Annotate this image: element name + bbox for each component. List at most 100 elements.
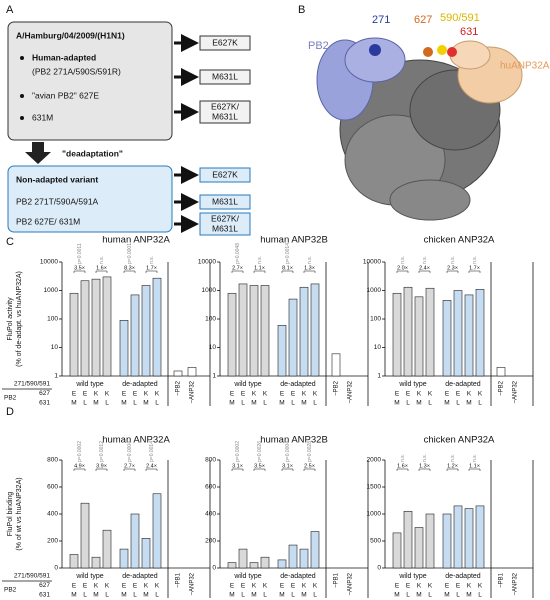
y-axis-label: FluPol binding <box>7 492 14 536</box>
p-value: n.s. <box>422 256 428 264</box>
y-axis-label: FluPol activity <box>7 297 14 341</box>
genotype-627: E <box>241 391 246 398</box>
genotype-631: M <box>279 592 284 599</box>
y-tick-label: 200 <box>47 538 58 545</box>
y-axis-label: (% of wt vs huANP32A) <box>16 477 23 550</box>
bracket <box>468 468 481 471</box>
genotype-627: K <box>263 391 268 398</box>
control-label: −PB1 <box>499 572 505 588</box>
genotype-631: M <box>93 592 98 599</box>
bar <box>442 513 452 569</box>
genotype-631: M <box>121 592 126 599</box>
control-label: −ANP32 <box>513 572 519 595</box>
group-label: wild type <box>75 381 103 388</box>
p-value: p=0.0012 <box>99 441 105 462</box>
fold-change: 1.2× <box>447 463 458 469</box>
panel-a: A A/Hamburg/04/2009/(H1N1) Human-adapted… <box>6 4 251 236</box>
mutant: M631L <box>212 111 238 121</box>
bar <box>80 502 90 569</box>
genotype-627: E <box>406 391 411 398</box>
p-value: n.s. <box>149 256 155 264</box>
bar <box>249 285 259 377</box>
genotype-627: E <box>445 391 450 398</box>
bar <box>227 292 237 377</box>
genotype-627: K <box>144 391 149 398</box>
bar <box>102 276 112 377</box>
bar <box>288 544 298 569</box>
residue-label: 627 <box>414 14 432 26</box>
bracket <box>468 270 481 273</box>
bracket <box>253 468 266 471</box>
bar <box>91 278 101 377</box>
y-tick-label: 0 <box>54 565 58 572</box>
fold-change: 2.7× <box>124 463 135 469</box>
bar <box>260 556 270 569</box>
group-label: de-adapted <box>122 381 158 388</box>
strain: A/Hamburg/04/2009/(H1N1) <box>16 30 125 40</box>
mutant: M631L <box>212 71 238 81</box>
p-value: n.s. <box>472 256 478 264</box>
genotype-631: L <box>456 592 460 599</box>
genotype-627: K <box>467 391 472 398</box>
genotype-627: E <box>83 391 88 398</box>
chart-title: human ANP32B <box>260 435 328 446</box>
genotype-631: M <box>394 592 399 599</box>
genotype-627: E <box>133 391 138 398</box>
bar <box>119 548 129 569</box>
p-value: p=0.0026 <box>257 441 263 462</box>
p-value: p=0.0028 <box>307 441 313 462</box>
genotype-631: M <box>93 400 98 407</box>
genotype-631: M <box>416 592 421 599</box>
y-tick-label: 500 <box>370 538 381 545</box>
genotype-631: M <box>394 400 399 407</box>
bracket <box>231 270 244 273</box>
genotype-627: K <box>144 583 149 590</box>
genotype-631: L <box>478 400 482 407</box>
genotype-row-label: 627 <box>39 582 50 589</box>
genotype-627: E <box>83 583 88 590</box>
genotype-627: K <box>478 583 483 590</box>
bar <box>238 548 248 569</box>
genotype-631: L <box>105 592 109 599</box>
genotype-631: L <box>313 592 317 599</box>
chart-title: human ANP32B <box>260 235 328 246</box>
genotype-row-label: 271/590/591 <box>14 573 51 580</box>
fold-change: 1.7× <box>469 265 480 271</box>
y-tick-label: 600 <box>205 484 216 491</box>
control-label: −PB1 <box>176 572 182 588</box>
bar <box>392 292 402 377</box>
genotype-627: E <box>395 583 400 590</box>
mutant-box <box>199 100 251 124</box>
genotype-631: L <box>291 400 295 407</box>
genotype-627: K <box>417 583 422 590</box>
control-label: −PB2 <box>499 380 505 396</box>
bar <box>442 300 452 377</box>
genotype-631: L <box>155 400 159 407</box>
y-tick-label: 600 <box>47 484 58 491</box>
genotype-631: M <box>71 592 76 599</box>
fold-change: 1.6× <box>96 265 107 271</box>
control-label: −PB1 <box>334 572 340 588</box>
deadaptation: "deadaptation" <box>62 148 123 158</box>
genotype-631: M <box>229 592 234 599</box>
group-label: wild type <box>233 573 261 580</box>
genotype-631: M <box>444 400 449 407</box>
bracket <box>95 468 108 471</box>
bar <box>403 510 413 569</box>
p-value: n.s. <box>307 256 313 264</box>
genotype-631: M <box>416 400 421 407</box>
genotype-row-label: 631 <box>39 592 50 599</box>
genotype-627: E <box>406 583 411 590</box>
control-label: −PB2 <box>176 380 182 396</box>
bar <box>414 296 424 377</box>
bar <box>331 353 341 377</box>
y-tick-label: 1000 <box>202 287 217 294</box>
bar <box>464 508 474 569</box>
y-tick-label: 400 <box>47 511 58 518</box>
bracket <box>123 468 136 471</box>
genotype-627: K <box>155 583 160 590</box>
gene-label: PB2 <box>4 395 17 402</box>
genotype-631: M <box>143 400 148 407</box>
fold-change: 3.5× <box>74 265 85 271</box>
